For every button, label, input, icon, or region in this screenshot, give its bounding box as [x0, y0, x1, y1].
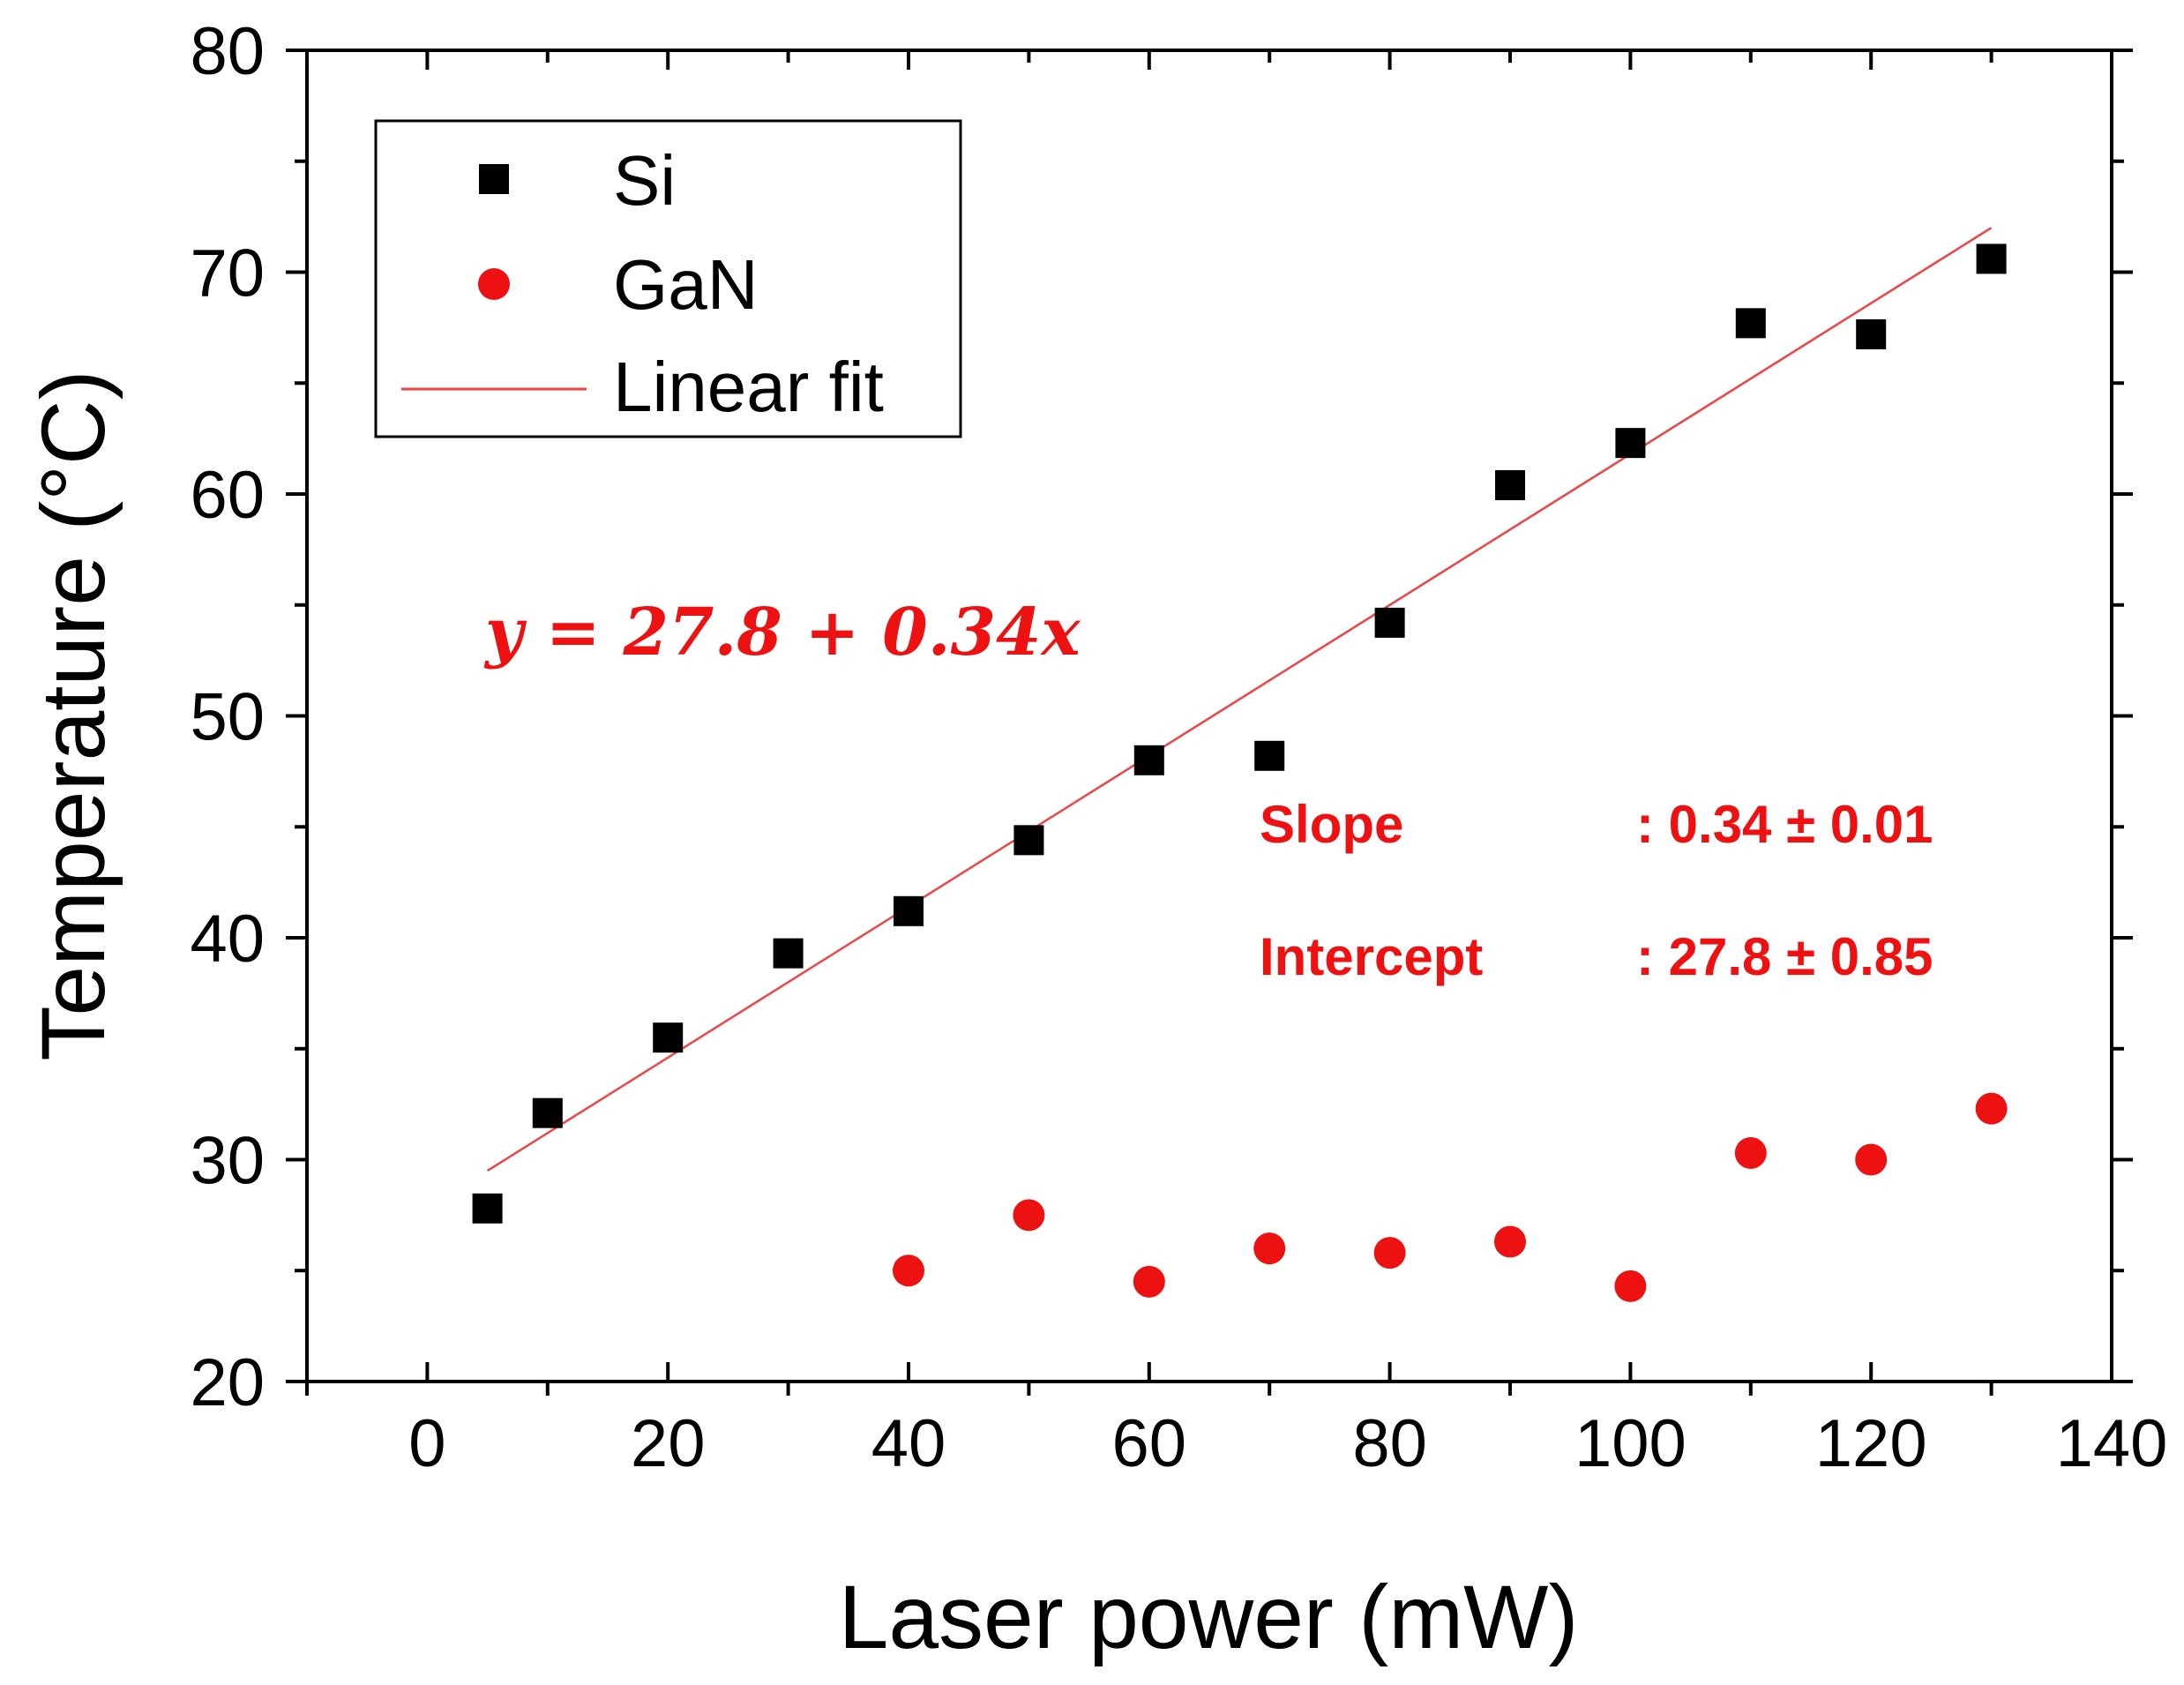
y-tick-label: 80 — [190, 14, 265, 89]
slope-value: : 0.34 ± 0.01 — [1636, 795, 1933, 854]
data-point-gan — [1494, 1225, 1526, 1258]
y-tick-label: 40 — [190, 902, 265, 977]
linear-fit-line — [486, 227, 1993, 1172]
data-point-si — [472, 1193, 503, 1224]
legend-gan-marker — [478, 268, 510, 300]
data-point-si — [532, 1097, 563, 1128]
data-point-si — [1856, 318, 1887, 349]
data-point-si — [1735, 308, 1766, 339]
data-point-si — [1133, 745, 1164, 775]
fit-equation: y = 27.8 + 0.34x — [483, 595, 1081, 670]
data-point-gan — [1855, 1143, 1888, 1176]
data-point-gan — [1373, 1237, 1406, 1269]
data-point-si — [1254, 740, 1285, 771]
data-point-gan — [893, 1254, 924, 1287]
data-point-gan — [1133, 1265, 1165, 1298]
x-tick-label: 140 — [2056, 1406, 2168, 1481]
legend-si-marker — [479, 164, 509, 194]
data-point-si — [1976, 243, 2007, 274]
legend-box — [374, 119, 962, 438]
intercept-value: : 27.8 ± 0.85 — [1636, 927, 1933, 986]
x-tick-label: 120 — [1815, 1406, 1927, 1481]
y-tick-label: 70 — [190, 236, 265, 311]
data-point-si — [773, 938, 804, 969]
intercept-label: Intercept — [1260, 927, 1483, 986]
y-tick-label: 60 — [190, 458, 265, 533]
data-point-gan — [1253, 1232, 1286, 1265]
legend-fit-label: Linear fit — [613, 348, 884, 426]
fit-layer — [486, 227, 1993, 1172]
y-axis-title: Temperature (°C) — [23, 370, 123, 1060]
x-tick-label: 40 — [871, 1406, 946, 1481]
data-point-si — [1495, 469, 1525, 500]
data-point-si — [653, 1022, 684, 1053]
x-tick-label: 80 — [1352, 1406, 1427, 1481]
x-tick-label: 20 — [631, 1406, 706, 1481]
legend-gan-label: GaN — [613, 245, 759, 324]
x-tick-label: 100 — [1574, 1406, 1687, 1481]
data-point-si — [1374, 607, 1405, 638]
data-point-gan — [1734, 1136, 1767, 1169]
data-point-si — [1615, 428, 1646, 459]
x-axis-ticks: 0 20 40 60 80 100 120 140 — [305, 50, 2168, 1481]
data-point-si — [1013, 825, 1044, 856]
y-axis-ticks: 20 30 40 50 60 70 80 — [190, 14, 2133, 1420]
legend-si-label: Si — [613, 141, 676, 220]
points-layer — [472, 243, 2008, 1302]
x-tick-label: 0 — [408, 1406, 445, 1481]
slope-label: Slope — [1260, 795, 1403, 854]
data-point-si — [894, 895, 924, 926]
y-tick-label: 30 — [190, 1124, 265, 1199]
data-point-gan — [1614, 1269, 1647, 1302]
y-tick-label: 50 — [190, 680, 265, 755]
data-point-gan — [1013, 1199, 1045, 1232]
x-axis-title: Laser power (mW) — [839, 1567, 1579, 1667]
y-tick-label: 20 — [190, 1345, 265, 1420]
x-tick-label: 60 — [1112, 1406, 1187, 1481]
legend: Si GaN Linear fit — [374, 119, 962, 438]
data-point-gan — [1975, 1092, 2008, 1125]
